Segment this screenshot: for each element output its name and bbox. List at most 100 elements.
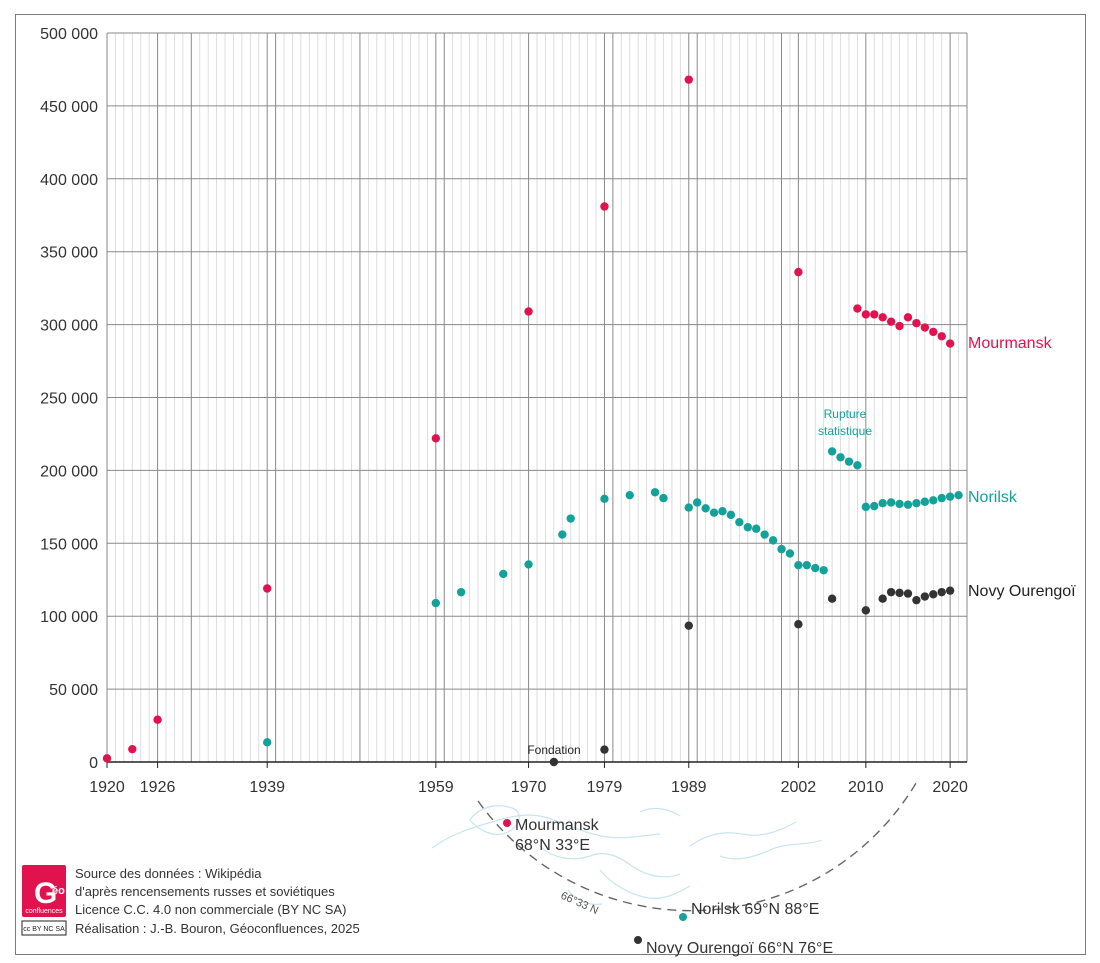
point-mourmansk-1970: [524, 307, 533, 316]
arctic-map-inset: 66°33 N Mourmansk 68°N 33°E Norilsk 69°N…: [431, 777, 920, 957]
series-label-mourmansk: Mourmansk: [968, 335, 1053, 352]
point-mourmansk-2017: [920, 323, 930, 332]
series-label-norilsk: Norilsk: [968, 489, 1018, 506]
point-novy-ourengoi-2015: [903, 589, 913, 598]
point-norilsk-2002: [794, 560, 803, 570]
point-novy-ourengoi-2010: [861, 606, 871, 615]
credits-license: Licence C.C. 4.0 non commerciale (BY NC …: [75, 902, 346, 917]
x-tick-label: 1926: [140, 779, 176, 796]
point-mourmansk-1959: [431, 434, 441, 443]
series-label-novy-ourengoi: Novy Ourengoï: [968, 583, 1076, 600]
series-norilsk: [262, 447, 963, 747]
x-tick-label: 1979: [587, 779, 623, 796]
point-norilsk-2017: [920, 497, 930, 506]
point-norilsk-1979: [600, 494, 609, 504]
point-mourmansk-1989: [684, 75, 693, 84]
y-tick-label: 150 000: [40, 536, 98, 553]
point-novy-ourengoi-2014: [895, 588, 904, 598]
point-norilsk-1994: [726, 510, 736, 520]
point-mourmansk-2013: [886, 317, 896, 326]
point-norilsk-1982: [625, 490, 634, 500]
x-tick-label: 2010: [848, 779, 884, 796]
point-norilsk-2011: [870, 501, 879, 511]
y-tick-label: 350 000: [40, 245, 98, 262]
point-norilsk-2013: [886, 498, 896, 507]
point-novy-ourengoi-2020: [945, 586, 955, 595]
cc-license-text: cc BY NC SA: [23, 926, 65, 933]
x-tick-label: 1970: [511, 779, 547, 796]
credits-source: Source des données : Wikipédia: [75, 866, 262, 881]
point-norilsk-2010: [861, 502, 871, 512]
series-mourmansk: [102, 75, 955, 763]
x-tick-label: 1920: [89, 779, 125, 796]
logo-word: confluences: [25, 908, 63, 915]
map-point-mourmansk: [503, 819, 511, 827]
point-norilsk-2006: [827, 447, 837, 456]
y-tick-label: 50 000: [49, 682, 98, 699]
point-novy-ourengoi-1979: [600, 745, 609, 754]
map-point-novy-ourengoi: [634, 936, 642, 944]
point-norilsk-2012: [878, 499, 887, 508]
point-norilsk-1974: [558, 530, 567, 539]
annotation-rupture-line2: statistique: [818, 424, 872, 438]
point-mourmansk-2016: [912, 318, 921, 328]
arctic-circle-label: 66°33 N: [559, 890, 600, 917]
point-norilsk-2014: [895, 499, 904, 509]
x-axis-ticks: 1920 1926 1939 1959 1970 1979 1989 2002 2010 2020: [89, 762, 968, 796]
point-norilsk-1995: [735, 517, 744, 527]
map-label-mourmansk: Mourmansk: [515, 817, 600, 834]
point-norilsk-1997: [752, 524, 761, 533]
map-label-norilsk: Norilsk 69°N 88°E: [691, 901, 819, 918]
y-tick-label: 300 000: [40, 318, 98, 335]
annotation-rupture-line1: Rupture: [824, 407, 867, 421]
point-mourmansk-2002: [794, 267, 803, 277]
y-tick-label: 200 000: [40, 463, 98, 480]
point-norilsk-1998: [760, 530, 769, 539]
point-novy-ourengoi-2002: [794, 620, 803, 629]
point-mourmansk-2009: [853, 304, 862, 313]
point-norilsk-2020: [945, 492, 955, 501]
x-tick-label: 1989: [671, 779, 707, 796]
point-mourmansk-2011: [870, 310, 879, 319]
arctic-circle-arc: [477, 777, 920, 912]
point-mourmansk-1926: [153, 715, 162, 724]
point-novy-ourengoi-2012: [878, 594, 887, 603]
y-tick-label: 250 000: [40, 391, 98, 408]
point-norilsk-1991: [701, 504, 710, 513]
x-tick-label: 1959: [418, 779, 454, 796]
map-point-norilsk: [679, 913, 687, 921]
annotation-fondation: Fondation: [527, 743, 580, 757]
point-norilsk-2005: [819, 566, 828, 575]
point-mourmansk-2014: [895, 321, 904, 331]
point-mourmansk-2020: [945, 339, 955, 348]
map-label-novy-ourengoi: Novy Ourengoï 66°N 76°E: [646, 940, 833, 957]
y-tick-label: 450 000: [40, 99, 98, 116]
credits-census: d'après rencensements russes et soviétiq…: [75, 884, 335, 899]
point-mourmansk-2015: [903, 313, 913, 322]
point-novy-ourengoi-2017: [920, 592, 930, 601]
logo-sub: éo: [52, 885, 65, 897]
point-norilsk-1993: [718, 507, 727, 516]
point-norilsk-2016: [912, 499, 921, 508]
y-axis-ticks: 0 50 000 100 000 150 000 200 000 250 000 300 0…: [40, 26, 98, 772]
figure-frame: [15, 14, 1086, 955]
point-mourmansk-1939: [262, 584, 272, 593]
point-norilsk-2019: [937, 493, 946, 503]
geoconfluences-logo: G éo confluences cc BY NC SA: [21, 865, 67, 936]
point-mourmansk-1979: [600, 202, 609, 211]
x-tick-label: 2002: [781, 779, 817, 796]
y-tick-label: 0: [89, 755, 98, 772]
point-norilsk-2007: [836, 453, 845, 462]
point-mourmansk-2018: [929, 327, 938, 337]
point-novy-ourengoi-1989: [684, 621, 693, 630]
point-mourmansk-2012: [878, 313, 887, 322]
x-tick-label: 2020: [932, 779, 968, 796]
coastline-sketch: [431, 805, 823, 905]
point-norilsk-1967: [499, 569, 508, 579]
point-norilsk-2003: [802, 560, 812, 570]
cc-license-badge: [21, 920, 67, 936]
point-norilsk-2000: [777, 544, 786, 554]
point-norilsk-2021: [954, 490, 963, 500]
point-novy-ourengoi-2013: [886, 587, 896, 597]
